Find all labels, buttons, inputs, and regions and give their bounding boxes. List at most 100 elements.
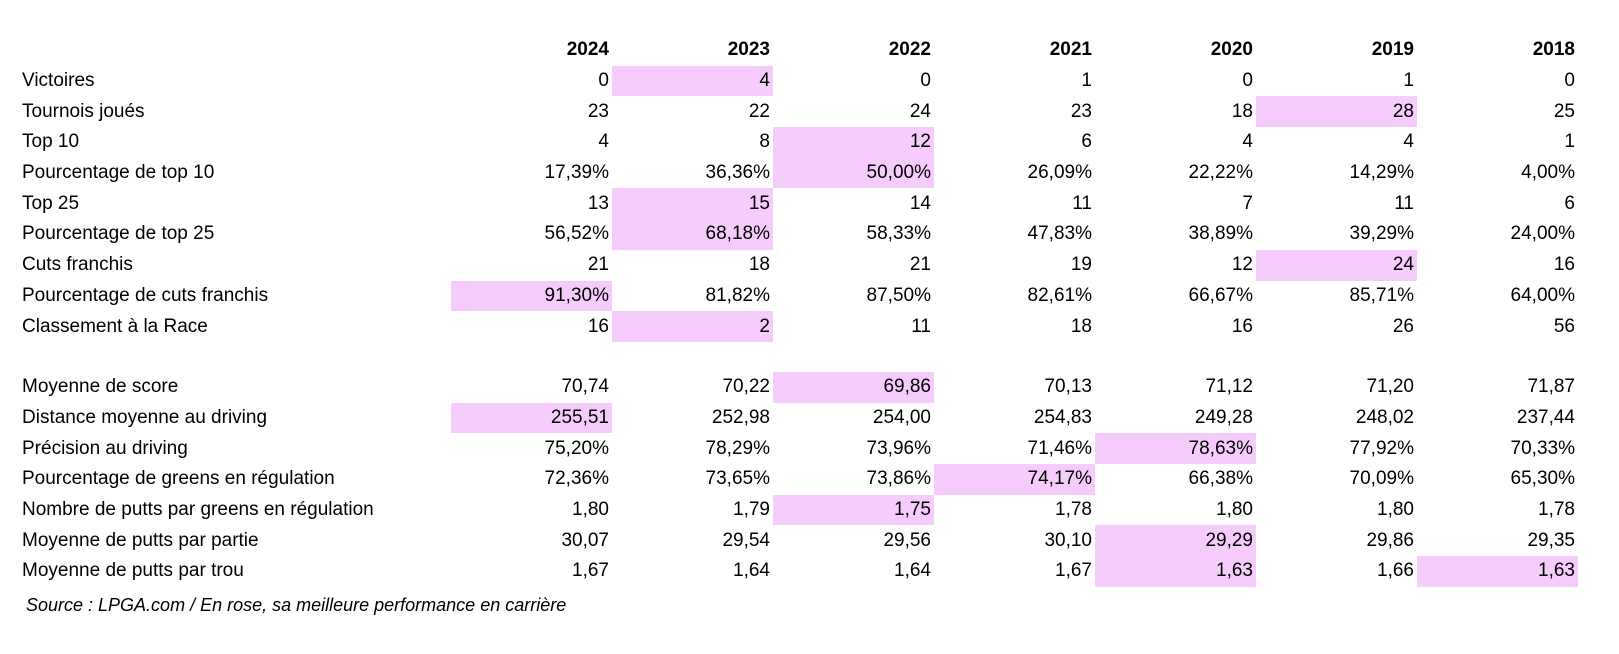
value-cell: 72,36% [544,468,609,490]
value-cell: 2 [612,311,773,342]
value-cell: 29,54 [722,529,770,551]
year-header: 2024 [566,39,609,61]
value-cell: 70,22 [722,376,770,398]
value-cell: 11 [911,315,931,337]
value-cell: 71,12 [1205,376,1253,398]
value-cell: 1,67 [1055,560,1092,582]
table-row: Classement à la Race 16 2 11 18 16 26 56 [18,311,1578,342]
value-cell: 56,52% [544,223,609,245]
group-spacer [18,342,1578,372]
row-label: Victoires [22,70,95,92]
value-cell: 254,83 [1033,406,1092,428]
table-row: Moyenne de putts par trou 1,67 1,64 1,64 1,6… [18,556,1578,587]
stats-body: Victoires 0 4 0 1 0 1 0 Tournois joués 23 22 24 23 18… [18,65,1578,587]
value-cell: 248,02 [1355,406,1414,428]
value-cell: 1 [1403,70,1414,92]
value-cell: 78,63% [1095,433,1256,464]
value-cell: 36,36% [705,162,770,184]
value-cell: 78,29% [705,437,770,459]
value-cell: 6 [1081,131,1092,153]
row-label: Cuts franchis [22,254,133,276]
value-cell: 23 [587,100,609,122]
value-cell: 68,18% [612,219,773,250]
table-row: Tournois joués 23 22 24 23 18 28 25 [18,96,1578,128]
value-cell: 14,29% [1349,162,1414,184]
value-cell: 24 [909,100,931,122]
value-cell: 21 [587,254,609,276]
row-label: Pourcentage de top 25 [22,223,215,245]
row-label: Top 25 [22,192,80,214]
source-note: Source : LPGA.com / En rose, sa meilleur… [26,595,567,615]
value-cell: 22,22% [1188,162,1253,184]
value-cell: 19 [1070,254,1092,276]
value-cell: 12 [773,127,934,158]
row-label: Classement à la Race [22,315,208,337]
value-cell: 18 [1231,100,1253,122]
value-cell: 14 [909,192,931,214]
table-row: Distance moyenne au driving 255,51 252,98 2… [18,402,1578,434]
row-label: Tournois joués [22,100,145,122]
row-label: Précision au driving [22,437,188,459]
row-label: Pourcentage de top 10 [22,162,215,184]
value-cell: 6 [1564,192,1575,214]
value-cell: 30,07 [561,529,609,551]
value-cell: 82,61% [1027,284,1092,306]
value-cell: 11 [1394,192,1414,214]
value-cell: 237,44 [1516,406,1575,428]
value-cell: 73,96% [866,437,931,459]
value-cell: 58,33% [866,223,931,245]
value-cell: 75,20% [544,437,609,459]
value-cell: 29,86 [1366,529,1414,551]
row-label: Moyenne de putts par trou [22,560,244,582]
year-header: 2021 [1049,39,1092,61]
value-cell: 25 [1553,100,1575,122]
value-cell: 74,17% [934,463,1095,495]
year-header: 2019 [1371,39,1414,61]
header-label-cell [18,35,451,66]
value-cell: 1 [1081,70,1092,92]
value-cell: 66,67% [1188,284,1253,306]
value-cell: 252,98 [711,406,770,428]
year-header: 2023 [727,39,770,61]
value-cell: 28 [1256,96,1417,128]
value-cell: 0 [1242,70,1253,92]
value-cell: 1,78 [1538,498,1575,520]
value-cell: 0 [920,70,931,92]
value-cell: 1,80 [1216,498,1253,520]
value-cell: 4,00% [1521,162,1575,184]
value-cell: 4 [612,65,773,97]
value-cell: 1,78 [1055,498,1092,520]
value-cell: 12 [1231,254,1253,276]
value-cell: 29,35 [1527,529,1575,551]
value-cell: 77,92% [1349,437,1414,459]
table-row: Pourcentage de top 25 56,52% 68,18% 58,33% 4… [18,219,1578,250]
value-cell: 16 [1553,254,1575,276]
value-cell: 56 [1553,315,1575,337]
value-cell: 16 [1231,315,1253,337]
value-cell: 73,86% [866,468,931,490]
row-label: Moyenne de putts par partie [22,529,259,551]
value-cell: 1,63 [1095,556,1256,587]
value-cell: 71,87 [1527,376,1575,398]
row-label: Distance moyenne au driving [22,406,268,428]
row-label: Pourcentage de cuts franchis [22,284,269,306]
value-cell: 8 [759,131,770,153]
value-cell: 1,64 [733,560,770,582]
row-label: Top 10 [22,131,80,153]
value-cell: 4 [598,131,609,153]
value-cell: 254,00 [872,406,931,428]
value-cell: 50,00% [773,157,934,189]
value-cell: 21 [909,254,931,276]
value-cell: 1,64 [894,560,931,582]
value-cell: 91,30% [451,280,612,312]
value-cell: 26,09% [1027,162,1092,184]
value-cell: 249,28 [1194,406,1253,428]
table-row: Pourcentage de greens en régulation 72,36… [18,463,1578,495]
value-cell: 4 [1403,131,1414,153]
value-cell: 1,67 [572,560,609,582]
year-header: 2020 [1210,39,1253,61]
table-row: Précision au driving 75,20% 78,29% 73,96% 71… [18,433,1578,464]
value-cell: 1,63 [1417,556,1578,587]
value-cell: 1,66 [1377,560,1414,582]
value-cell: 70,13 [1044,376,1092,398]
